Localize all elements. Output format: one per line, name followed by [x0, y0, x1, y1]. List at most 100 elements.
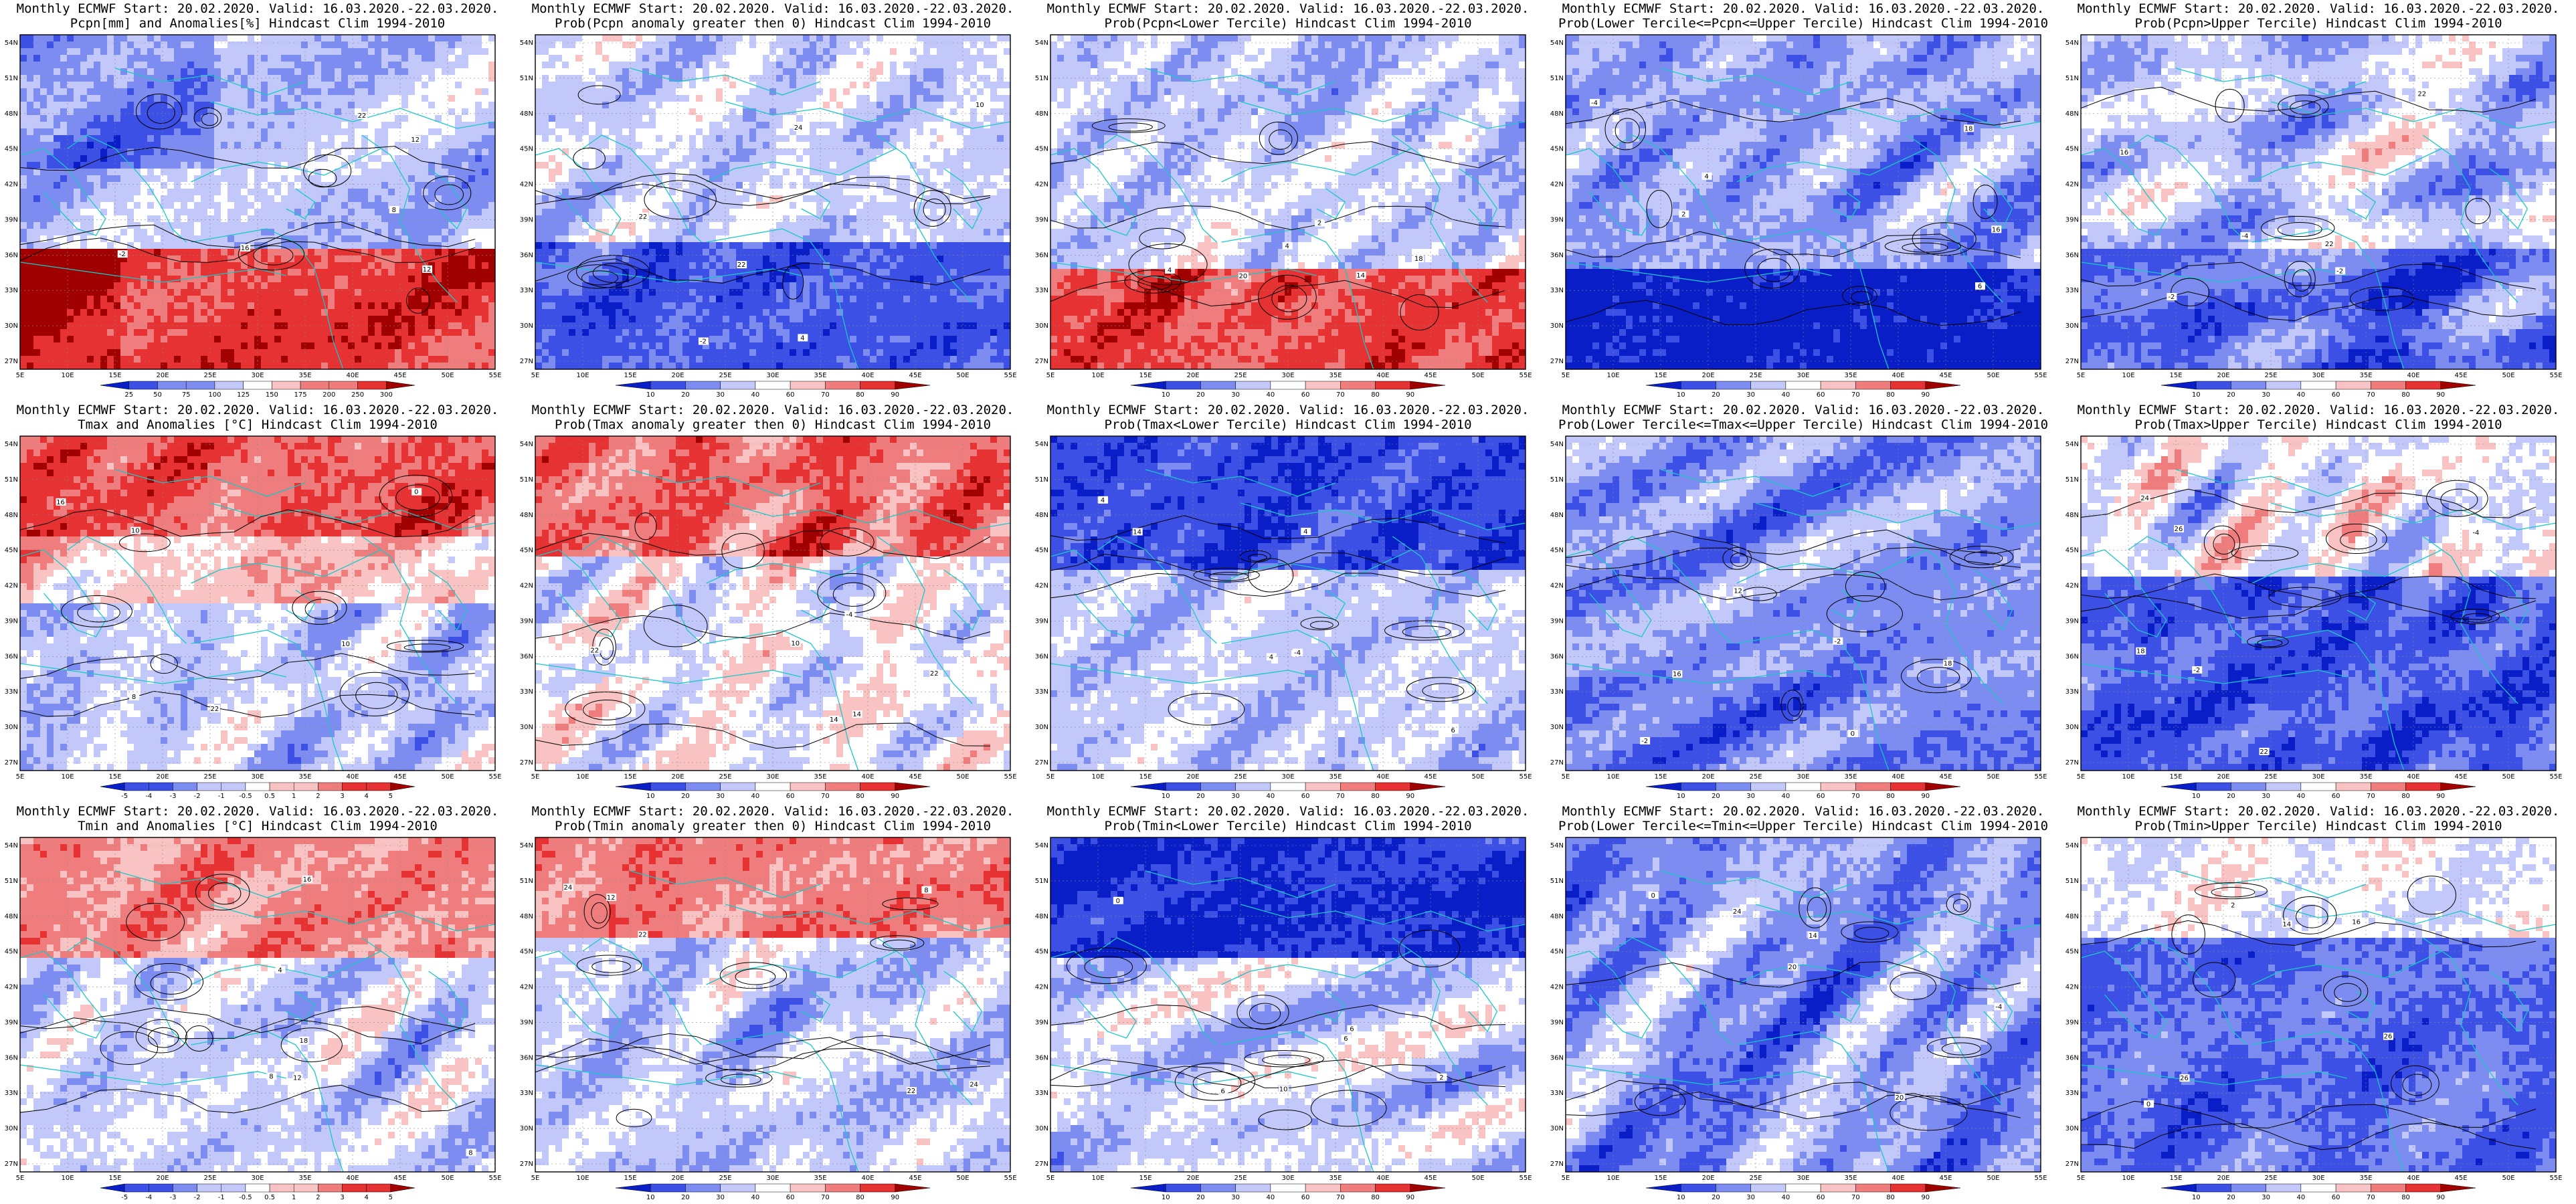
lat-tick-label: 30N	[1550, 322, 1564, 330]
lat-tick-label: 39N	[1550, 216, 1564, 223]
legend-colorbar: 10 20 30 40 60 70 80 90	[1645, 782, 1961, 800]
legend-tick-label: -2	[194, 793, 201, 800]
legend-tick-label: 30	[716, 793, 725, 800]
legend-tick-label: 90	[1921, 391, 1930, 399]
panel-subtitle: Tmin and Anomalies [°C] Hindcast Clim 19…	[0, 819, 515, 833]
legend-tick-label: -0.5	[239, 1194, 252, 1201]
legend-tick-label: 70	[1851, 793, 1860, 800]
lon-tick-label: 45E	[1424, 372, 1437, 379]
legend-tick-label: 40	[1267, 793, 1275, 800]
shaded-field	[535, 436, 1011, 771]
graticule	[19, 35, 496, 369]
lat-tick-label: 45N	[1035, 547, 1048, 555]
lon-tick-label: 50E	[1471, 1175, 1484, 1182]
lon-tick-label: 5E	[2077, 773, 2086, 781]
lat-tick-label: 36N	[1035, 1054, 1048, 1062]
legend-tick-label: 20	[1196, 793, 1205, 800]
contour-lines	[2080, 86, 2537, 321]
lon-tick-label: 45E	[1424, 1175, 1437, 1182]
lat-tick-label: 45N	[2065, 948, 2079, 956]
legend-tick-label: 30	[2262, 391, 2270, 399]
panel-title: Monthly ECMWF Start: 20.02.2020. Valid: …	[515, 1, 1030, 16]
lon-tick-label: 20E	[1701, 773, 1714, 781]
contour-label: 26	[2384, 1033, 2393, 1041]
legend-tick-label: 5	[389, 793, 393, 800]
contour-label: 8	[392, 207, 396, 214]
lon-tick-label: 15E	[1139, 372, 1152, 379]
legend-tick-label: 80	[856, 391, 864, 399]
legend-tick-label: 10	[646, 391, 655, 399]
lon-tick-label: 50E	[956, 372, 969, 379]
graticule	[535, 837, 1011, 1172]
map-figure: -4 16 22 -2 22 -2 54N 51N 48N 45N 42N 39N 36N 33N 30N 2…	[2065, 34, 2563, 399]
legend-colorbar: 10 20 30 40 60 70 80 90	[1130, 782, 1446, 800]
legend-tick-label: 80	[2401, 793, 2410, 800]
legend-tick-label: 10	[2192, 1194, 2201, 1201]
contour-label: 8	[269, 1073, 273, 1080]
lat-tick-label: 42N	[1550, 583, 1564, 590]
lat-tick-label: 42N	[520, 583, 533, 590]
map-panel: 6 6 10 2 6 0 54N 51N 48N 45N 42N 39N 36N 33N 30N 27N 5E 1…	[1030, 803, 1546, 1204]
lat-tick-label: 39N	[1035, 617, 1048, 625]
map-figure: -2 26 18 -4 24 22 54N 51N 48N 45N 42N 39N 36N 33N 30N 2…	[2065, 435, 2563, 800]
lat-tick-label: 42N	[2065, 181, 2079, 189]
shaded-field	[1050, 436, 1526, 771]
panel-subtitle: Prob(Tmax>Upper Tercile) Hindcast Clim 1…	[2061, 417, 2576, 432]
legend-tick-label: 60	[2332, 1194, 2340, 1201]
lon-tick-label: 50E	[441, 773, 454, 781]
contour-lines	[1565, 529, 2021, 722]
graticule	[1050, 436, 1526, 771]
lon-tick-label: 20E	[1186, 372, 1199, 379]
map-panel: 8 22 12 12 16 -2 54N 51N 48N 45N 42N 39N 36N 33N 30N 27…	[0, 0, 515, 401]
contour-label: -2	[1834, 638, 1841, 645]
graticule	[19, 436, 496, 771]
contour-label: 24	[563, 884, 572, 892]
lat-tick-label: 54N	[1035, 842, 1048, 849]
contour-label: 16	[2352, 919, 2361, 926]
legend-tick-label: 40	[2297, 391, 2306, 399]
lon-tick-label: 25E	[719, 773, 731, 781]
contour-label: 18	[1964, 125, 1973, 132]
contour-label: 2	[2231, 902, 2235, 910]
panel-title: Monthly ECMWF Start: 20.02.2020. Valid: …	[1546, 804, 2061, 819]
legend-tick-label: -4	[145, 1194, 152, 1201]
legend-tick-label: 5	[389, 1194, 393, 1201]
lat-tick-label: 39N	[2065, 617, 2079, 625]
legend-tick-label: 60	[786, 793, 795, 800]
lon-tick-label: 15E	[1654, 773, 1667, 781]
map-figure: 2 20 18 4 4 14 54N 51N 48N 45N 42N 39N 36N 33N 30N 27N 5…	[1035, 34, 1532, 399]
contour-label: 22	[638, 932, 647, 939]
lat-tick-label: 27N	[2065, 1161, 2079, 1168]
lon-tick-label: 25E	[2264, 773, 2277, 781]
lat-tick-label: 54N	[520, 441, 533, 448]
lon-tick-label: 55E	[2034, 372, 2047, 379]
lon-tick-label: 55E	[2549, 372, 2562, 379]
lon-tick-label: 20E	[1701, 1175, 1714, 1182]
lon-tick-label: 20E	[671, 773, 684, 781]
contour-label: 4	[1285, 243, 1289, 250]
lat-tick-label: 36N	[5, 252, 18, 259]
lon-tick-label: 20E	[2217, 1175, 2229, 1182]
contour-label: -2	[2168, 294, 2175, 301]
map-panel: 10 0 8 10 16 22 54N 51N 48N 45N 42N 39N 36N 33N 30N 27N…	[0, 401, 515, 803]
lon-tick-label: 55E	[2549, 1175, 2562, 1182]
lon-tick-label: 20E	[671, 1175, 684, 1182]
lon-tick-label: 10E	[2122, 372, 2134, 379]
legend-tick-label: 80	[1371, 1194, 1380, 1201]
map-panel: -2 26 18 -4 24 22 54N 51N 48N 45N 42N 39N 36N 33N 30N 2…	[2061, 401, 2576, 803]
lat-tick-label: 42N	[1550, 984, 1564, 991]
lat-tick-label: 45N	[520, 146, 533, 153]
map-figure: 8 22 12 12 16 -2 54N 51N 48N 45N 42N 39N 36N 33N 30N 27…	[5, 34, 502, 399]
lat-tick-label: 48N	[1035, 110, 1048, 118]
graticule	[1050, 35, 1526, 369]
panel-title: Monthly ECMWF Start: 20.02.2020. Valid: …	[515, 403, 1030, 417]
legend-colorbar: -5 -4 -3 -2 -1 -0.5 0.5 1 2 3 4 5	[100, 1183, 416, 1201]
lat-tick-label: 48N	[1550, 110, 1564, 118]
legend-tick-label: 60	[2332, 391, 2340, 399]
legend-tick-label: 30	[716, 1194, 725, 1201]
lat-tick-label: 36N	[1550, 252, 1564, 259]
legend-tick-label: 4	[365, 793, 369, 800]
lon-tick-label: 35E	[298, 1175, 311, 1182]
legend-tick-label: 80	[856, 1194, 864, 1201]
lat-tick-label: 36N	[5, 1054, 18, 1062]
